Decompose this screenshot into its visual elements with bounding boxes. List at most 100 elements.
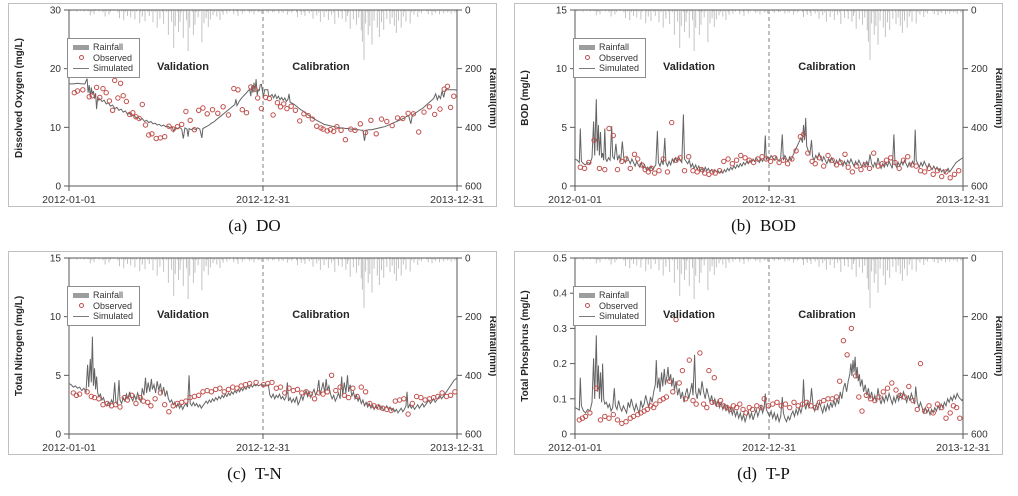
rainfall-axis-title: Rainfall(mm) — [993, 68, 1002, 129]
simulated-line-icon — [579, 315, 595, 317]
y-axis-title: Total Nitrogen (mg/L) — [14, 296, 25, 396]
right-axis-ticks: 0 200 400 600 — [457, 6, 482, 193]
observed-marker-icon — [584, 303, 590, 309]
caption-label: T-N — [255, 464, 282, 483]
rainfall-swatch-icon — [579, 44, 595, 50]
svg-text:200: 200 — [971, 64, 988, 75]
svg-text:5: 5 — [55, 371, 61, 382]
rainfall-swatch-icon — [73, 44, 89, 50]
legend-item-simulated: Simulated — [73, 63, 139, 74]
panel-tn: 0 5 10 15 0 200 400 600 2012-01-01 2012-12-31 2013… — [0, 248, 509, 496]
panel-caption: (a) DO — [0, 207, 509, 245]
panel-bod: 0 5 10 15 0 200 400 600 2012-01-01 2012-12-31 2013… — [509, 0, 1018, 248]
legend-observed-label: Observed — [93, 52, 133, 63]
observed-marker-icon — [78, 303, 84, 309]
observed-points — [70, 372, 458, 417]
rainfall-swatch-icon — [579, 292, 595, 298]
svg-text:400: 400 — [971, 371, 988, 382]
svg-text:0: 0 — [971, 6, 977, 17]
legend-item-rainfall: Rainfall — [73, 42, 139, 53]
legend-simulated-label: Simulated — [599, 63, 640, 73]
left-axis-ticks: 0 5 10 15 — [50, 254, 69, 441]
panel-tp: 0 0.1 0.2 0.3 0.4 0.5 0 200 400 600 2012-01-01 2012… — [509, 248, 1018, 496]
caption-label: BOD — [759, 216, 796, 235]
simulated-line-icon — [579, 67, 595, 69]
svg-text:2013-12-31: 2013-12-31 — [430, 194, 484, 206]
legend-item-observed: Observed — [73, 53, 139, 64]
caption-index: (a) — [228, 216, 248, 235]
observed-points — [577, 119, 962, 181]
svg-text:20: 20 — [50, 64, 62, 75]
y-axis-title: BOD (mg/L) — [520, 70, 531, 126]
svg-text:0: 0 — [971, 254, 977, 265]
observed-marker-icon — [78, 55, 84, 61]
calibration-label: Calibration — [798, 309, 856, 321]
simulated-line-icon — [73, 67, 89, 69]
legend: Rainfall Observed Simulated — [67, 38, 140, 78]
legend-rainfall-label: Rainfall — [599, 290, 630, 300]
right-axis-ticks: 0 200 400 600 — [963, 6, 988, 193]
legend-item-rainfall: Rainfall — [579, 42, 645, 53]
x-axis-ticks: 2012-01-01 2012-12-31 2013-12-31 — [42, 186, 484, 206]
observed-marker-icon — [584, 55, 590, 61]
legend-item-simulated: Simulated — [579, 63, 645, 74]
svg-text:2012-12-31: 2012-12-31 — [742, 194, 796, 206]
simulated-line — [574, 99, 964, 175]
svg-text:2012-12-31: 2012-12-31 — [742, 442, 796, 454]
do-chart: 0 10 20 30 0 200 400 600 2012-01-01 2012-12-31 201… — [8, 3, 497, 207]
panel-caption: (d) T-P — [509, 455, 1018, 493]
svg-text:600: 600 — [971, 430, 988, 441]
svg-text:30: 30 — [50, 6, 62, 17]
x-axis-ticks: 2012-01-01 2012-12-31 2013-12-31 — [548, 434, 990, 454]
panel-caption: (b) BOD — [509, 207, 1018, 245]
svg-text:0.5: 0.5 — [553, 254, 567, 265]
svg-text:0: 0 — [55, 182, 61, 193]
svg-text:0.2: 0.2 — [553, 359, 567, 370]
calibration-label: Calibration — [292, 61, 350, 73]
caption-label: T-P — [765, 464, 790, 483]
calibration-label: Calibration — [798, 61, 856, 73]
svg-text:10: 10 — [50, 123, 62, 134]
validation-label: Validation — [663, 61, 715, 73]
x-axis-ticks: 2012-01-01 2012-12-31 2013-12-31 — [42, 434, 484, 454]
right-axis-ticks: 0 200 400 600 — [457, 254, 482, 441]
validation-label: Validation — [157, 61, 209, 73]
svg-text:0.1: 0.1 — [553, 394, 567, 405]
svg-text:2013-12-31: 2013-12-31 — [430, 442, 484, 454]
svg-text:600: 600 — [465, 182, 482, 193]
caption-index: (d) — [737, 464, 757, 483]
svg-text:200: 200 — [971, 312, 988, 323]
svg-text:600: 600 — [465, 430, 482, 441]
caption-index: (c) — [227, 464, 247, 483]
observed-points — [71, 77, 457, 143]
svg-text:0: 0 — [465, 254, 471, 265]
svg-text:0.3: 0.3 — [553, 324, 567, 335]
left-axis-ticks: 0 0.1 0.2 0.3 0.4 0.5 — [553, 254, 575, 441]
left-axis-ticks: 0 5 10 15 — [556, 6, 575, 193]
legend: Rainfall Observed Simulated — [573, 38, 646, 78]
bod-chart: 0 5 10 15 0 200 400 600 2012-01-01 2012-12-31 2013… — [514, 3, 1003, 207]
svg-text:200: 200 — [465, 312, 482, 323]
tn-chart: 0 5 10 15 0 200 400 600 2012-01-01 2012-12-31 2013… — [8, 251, 497, 455]
observed-points — [576, 316, 963, 427]
svg-text:5: 5 — [561, 123, 567, 134]
svg-text:2012-12-31: 2012-12-31 — [236, 442, 290, 454]
tp-chart: 0 0.1 0.2 0.3 0.4 0.5 0 200 400 600 2012-01-01 2012… — [514, 251, 1003, 455]
legend-item-simulated: Simulated — [73, 311, 139, 322]
svg-text:15: 15 — [50, 254, 62, 265]
svg-text:0.4: 0.4 — [553, 289, 567, 300]
legend-item-rainfall: Rainfall — [73, 290, 139, 301]
legend-observed-label: Observed — [599, 300, 639, 311]
legend-item-observed: Observed — [579, 301, 645, 312]
y-axis-title: Total Phosphrus (mg/L) — [520, 290, 531, 401]
legend-item-simulated: Simulated — [579, 311, 645, 322]
svg-text:400: 400 — [465, 371, 482, 382]
caption-index: (b) — [731, 216, 751, 235]
svg-text:2012-01-01: 2012-01-01 — [548, 194, 602, 206]
svg-text:10: 10 — [50, 312, 62, 323]
svg-text:0: 0 — [55, 430, 61, 441]
legend: Rainfall Observed Simulated — [67, 286, 140, 326]
legend-item-observed: Observed — [579, 53, 645, 64]
